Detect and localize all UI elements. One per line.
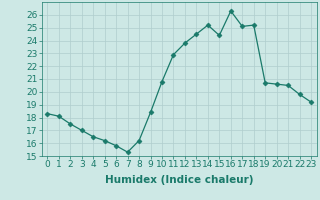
X-axis label: Humidex (Indice chaleur): Humidex (Indice chaleur): [105, 175, 253, 185]
